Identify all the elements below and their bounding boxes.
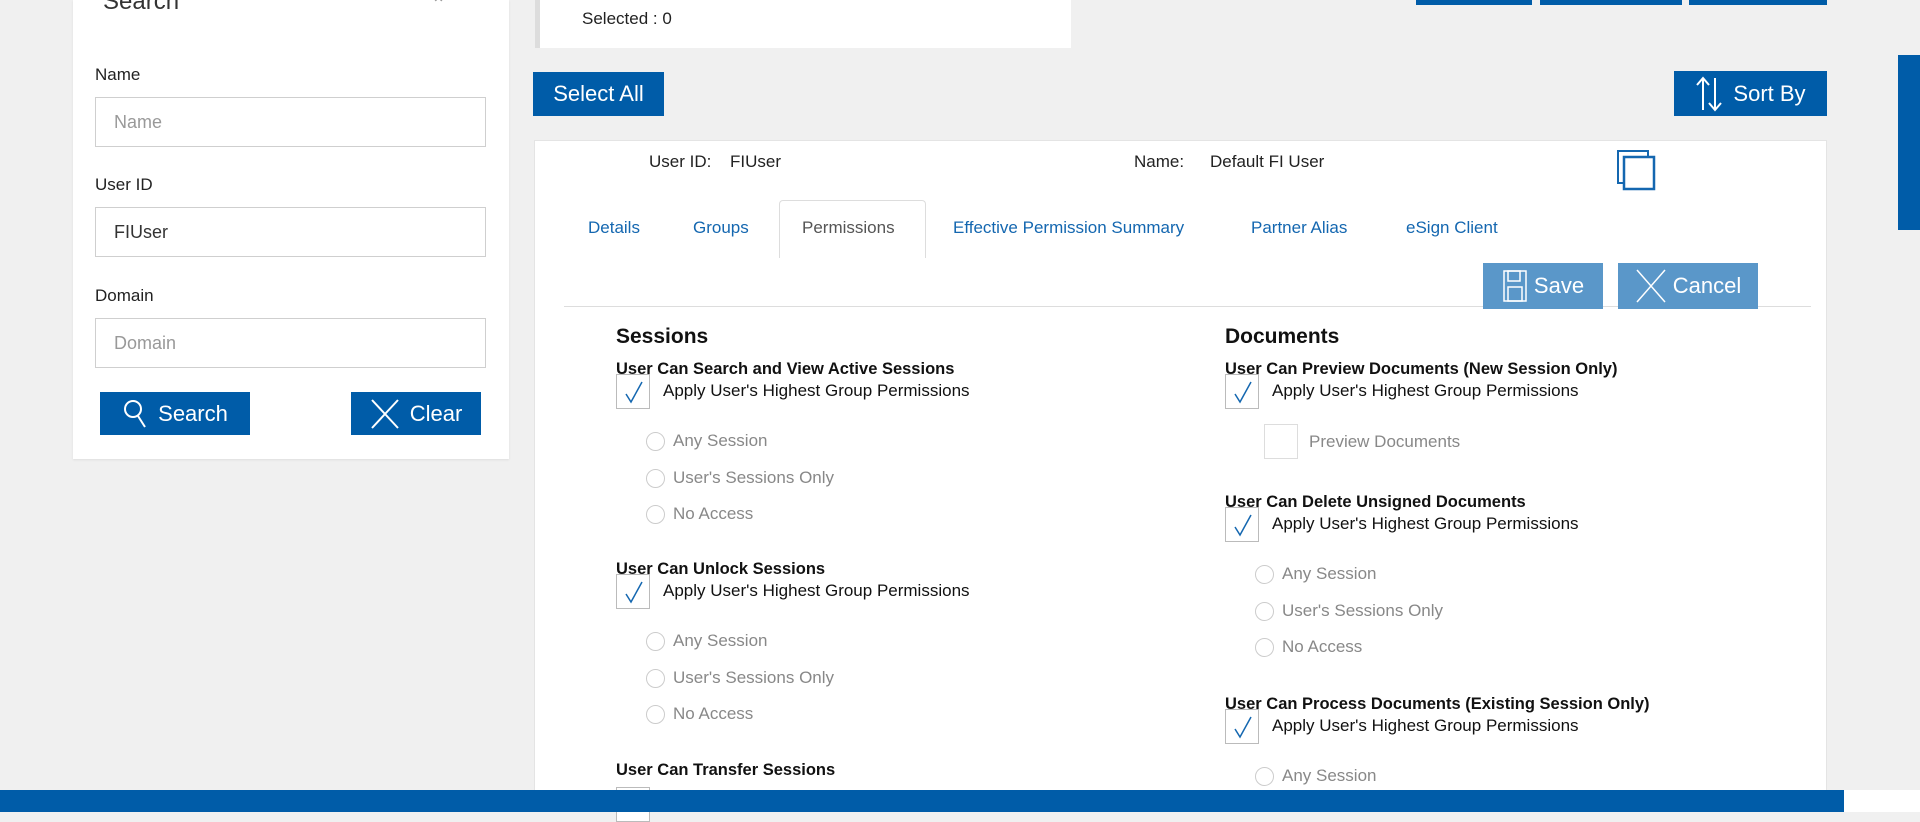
tab-partner-alias[interactable]: Partner Alias (1251, 218, 1348, 237)
checkmark-icon (1234, 514, 1252, 537)
sessions-g1-radio[interactable] (646, 705, 665, 724)
sessions-g0-radio-label: No Access (673, 504, 754, 523)
sort-icon (1696, 75, 1723, 112)
sessions-g0-apply-label: Apply User's Highest Group Permissions (663, 381, 970, 400)
name-caption: Name: (1134, 152, 1185, 171)
search-button[interactable]: Search (100, 392, 250, 435)
sessions-g0-radio[interactable] (646, 468, 665, 488)
sessions-g0-radio[interactable] (646, 505, 665, 524)
checkmark-icon (1234, 381, 1252, 404)
documents-g2-radio[interactable] (1255, 767, 1274, 786)
close-icon (370, 398, 399, 429)
sessions-g1-radio-label: User's Sessions Only (673, 667, 835, 687)
checkmark-icon (625, 381, 643, 404)
name-label: Name (95, 65, 141, 84)
toolbar-button-3[interactable] (1689, 0, 1827, 5)
clear-button-label: Clear (409, 400, 463, 426)
name-input[interactable] (95, 97, 486, 147)
cancel-label: Cancel (1672, 273, 1742, 298)
documents-g0-sub-checkbox[interactable] (1264, 424, 1298, 459)
tab-effective-permission-summary[interactable]: Effective Permission Summary (953, 218, 1185, 237)
domain-input[interactable] (95, 318, 486, 368)
documents-g2-radio-label: Any Session (1282, 766, 1377, 785)
sessions-g0-apply-checkbox[interactable] (616, 374, 650, 409)
sessions-g1-radio[interactable] (646, 632, 665, 651)
documents-g0-apply-checkbox[interactable] (1225, 374, 1259, 409)
documents-g1-radio-label: No Access (1282, 637, 1363, 656)
documents-g2-apply-checkbox[interactable] (1225, 709, 1259, 744)
userid-label: User ID (95, 175, 153, 194)
save-icon (1503, 270, 1527, 302)
tab-permissions[interactable]: Permissions (802, 218, 895, 237)
scrollbar-thumb[interactable] (1898, 55, 1920, 230)
userid-value: FIUser (730, 152, 781, 171)
sessions-g0-heading: User Can Search and View Active Sessions (616, 360, 955, 378)
save-button[interactable]: Save (1483, 263, 1603, 309)
save-label: Save (1533, 273, 1585, 298)
checkmark-icon (625, 581, 643, 604)
tab-groups[interactable]: Groups (693, 218, 749, 237)
name-value: Default FI User (1210, 152, 1325, 171)
documents-g1-radio-label: Any Session (1282, 564, 1377, 583)
documents-heading: Documents (1225, 325, 1340, 348)
documents-g1-heading: User Can Delete Unsigned Documents (1225, 493, 1526, 511)
search-panel-title: Search (103, 0, 180, 15)
search-button-label: Search (158, 400, 228, 426)
footer-bar (0, 790, 1844, 812)
tab-esign-client[interactable]: eSign Client (1406, 218, 1498, 237)
sort-by-label: Sort By (1733, 80, 1806, 106)
select-all-button[interactable]: Select All (533, 72, 664, 116)
copy-icon[interactable] (1616, 149, 1658, 191)
sort-by-button[interactable]: Sort By (1674, 71, 1827, 116)
sessions-heading: Sessions (616, 325, 709, 348)
documents-g1-radio-label: User's Sessions Only (1282, 600, 1444, 620)
documents-g0-sub-label: Preview Documents (1309, 432, 1461, 451)
sessions-g0-radio-label: User's Sessions Only (673, 467, 835, 487)
documents-g1-apply-checkbox[interactable] (1225, 507, 1259, 542)
documents-g0-heading: User Can Preview Documents (New Session … (1225, 360, 1618, 378)
sessions-g1-radio[interactable] (646, 668, 665, 688)
close-icon (1636, 269, 1666, 303)
documents-g2-apply-label: Apply User's Highest Group Permissions (1272, 716, 1579, 735)
search-icon (124, 399, 146, 428)
sessions-g0-radio-label: Any Session (673, 431, 768, 450)
tab-divider (564, 306, 1811, 307)
toolbar-button-1[interactable] (1416, 0, 1532, 5)
checkmark-icon (1234, 716, 1252, 739)
documents-g2-heading: User Can Process Documents (Existing Ses… (1225, 695, 1650, 713)
selected-count: Selected : 0 (582, 9, 672, 28)
clear-button[interactable]: Clear (351, 392, 481, 435)
user-detail-panel (534, 140, 1827, 812)
toolbar-button-2[interactable] (1540, 0, 1682, 5)
documents-g1-radio[interactable] (1255, 601, 1274, 621)
sessions-g1-apply-label: Apply User's Highest Group Permissions (663, 581, 970, 600)
documents-g0-apply-label: Apply User's Highest Group Permissions (1272, 381, 1579, 400)
userid-input[interactable] (95, 207, 486, 257)
sessions-g2-heading: User Can Transfer Sessions (616, 761, 836, 779)
sessions-g1-apply-checkbox[interactable] (616, 574, 650, 609)
documents-g1-radio[interactable] (1255, 638, 1274, 657)
tab-permissions-box (779, 200, 926, 258)
userid-caption: User ID: (649, 152, 712, 171)
cancel-button[interactable]: Cancel (1618, 263, 1758, 309)
tab-details[interactable]: Details (588, 218, 640, 237)
documents-g1-apply-label: Apply User's Highest Group Permissions (1272, 514, 1579, 533)
sessions-g1-heading: User Can Unlock Sessions (616, 560, 826, 578)
documents-g1-radio[interactable] (1255, 565, 1274, 584)
sessions-g1-radio-label: Any Session (673, 631, 768, 650)
selected-box: Selected : 0 (535, 0, 1071, 48)
sessions-g0-radio[interactable] (646, 432, 665, 451)
domain-label: Domain (95, 286, 154, 305)
sessions-g1-radio-label: No Access (673, 704, 754, 723)
collapse-icon[interactable]: ⌃ (431, 0, 447, 14)
footer-right-strip (1844, 790, 1920, 812)
